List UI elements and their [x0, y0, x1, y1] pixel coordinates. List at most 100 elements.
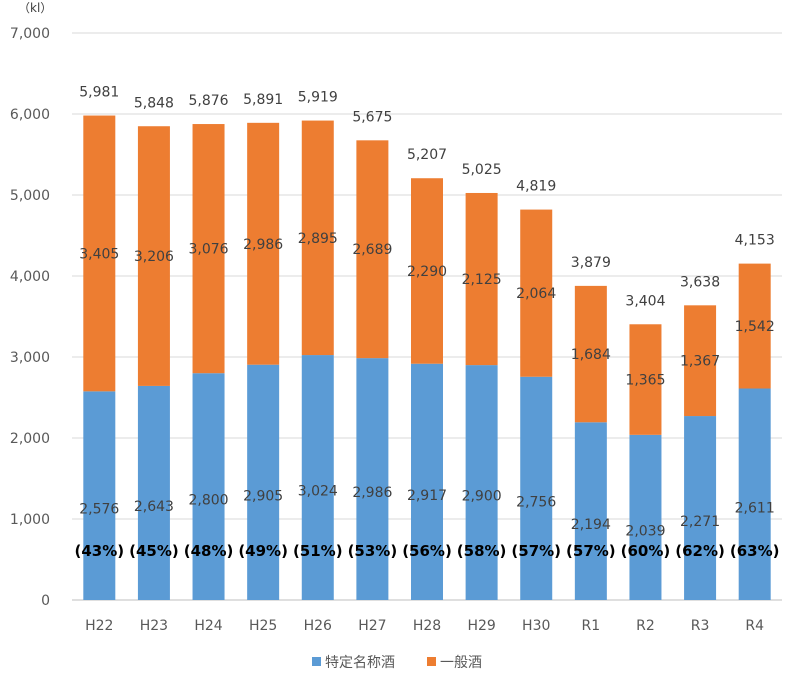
bar-tokutei-H26 [301, 355, 334, 600]
y-axis-ticks: 0 1,000 2,000 3,000 4,000 5,000 6,000 7,000 [10, 26, 50, 609]
bar-ippan-H29 [465, 192, 498, 366]
share-label: (57%) [511, 542, 561, 560]
total-label: 3,638 [680, 274, 720, 290]
x-tick-label: H28 [413, 618, 441, 634]
total-label: 5,025 [462, 162, 502, 178]
bar-ippan-H22 [83, 115, 116, 392]
value-label-tokutei: 2,611 [735, 500, 775, 516]
share-label: (51%) [293, 542, 343, 560]
y-tick-label: 3,000 [10, 350, 50, 366]
total-label: 4,153 [735, 233, 775, 249]
value-label-tokutei: 2,643 [134, 499, 174, 515]
value-label-ippan: 2,290 [407, 264, 447, 280]
share-label: (53%) [348, 542, 398, 560]
x-tick-label: R3 [691, 618, 710, 634]
value-label-tokutei: 2,900 [462, 489, 502, 505]
share-label: (43%) [74, 542, 124, 560]
value-label-ippan: 3,076 [188, 242, 228, 258]
value-label-tokutei: 2,986 [352, 485, 392, 501]
bar-ippan-H28 [411, 178, 443, 364]
value-label-ippan: 2,895 [298, 231, 338, 247]
share-label: (49%) [238, 542, 288, 560]
legend: 特定名称酒 一般酒 [312, 655, 482, 671]
y-tick-label: 5,000 [10, 188, 50, 204]
bar-ippan-H25 [247, 122, 280, 365]
bar-tokutei-R4 [738, 388, 771, 600]
x-tick-label: R1 [582, 618, 601, 634]
value-label-ippan: 2,986 [243, 237, 283, 253]
bar-tokutei-H23 [137, 385, 170, 600]
bar-ippan-R3 [684, 305, 717, 417]
value-label-ippan: 2,689 [352, 242, 392, 258]
value-label-tokutei: 2,039 [625, 523, 665, 539]
bar-ippan-H23 [137, 126, 170, 386]
y-axis-unit: （kl） [18, 1, 52, 15]
bar-tokutei-H28 [411, 363, 443, 600]
bar-tokutei-H29 [465, 365, 498, 600]
total-label: 3,879 [571, 255, 611, 271]
bar-tokutei-R2 [629, 434, 662, 600]
share-label: (63%) [730, 542, 780, 560]
value-label-ippan: 1,365 [625, 373, 665, 389]
bar-tokutei-H22 [83, 391, 116, 600]
x-tick-label: H26 [304, 618, 332, 634]
bar-tokutei-H24 [192, 373, 225, 600]
bars [83, 115, 771, 600]
value-label-tokutei: 2,917 [407, 488, 447, 504]
value-label-ippan: 1,367 [680, 354, 720, 370]
share-label: (48%) [184, 542, 234, 560]
data-labels: 2,576 3,405 5,981 (43%) 2,643 3,206 5,848 (45%)… [74, 85, 779, 560]
total-label: 4,819 [516, 179, 556, 195]
total-label: 5,919 [298, 90, 338, 106]
share-label: (57%) [566, 542, 616, 560]
value-label-ippan: 2,125 [462, 272, 502, 288]
bar-ippan-H30 [520, 209, 553, 377]
value-label-tokutei: 2,194 [571, 517, 611, 533]
x-tick-label: H25 [249, 618, 277, 634]
total-label: 5,675 [352, 109, 392, 125]
bar-ippan-R4 [738, 263, 771, 389]
total-label: 3,404 [625, 293, 665, 309]
value-label-tokutei: 2,905 [243, 488, 283, 504]
x-tick-label: R2 [636, 618, 655, 634]
value-label-ippan: 3,206 [134, 249, 174, 265]
bar-ippan-R1 [574, 285, 607, 423]
total-label: 5,981 [79, 85, 119, 101]
y-tick-label: 6,000 [10, 107, 50, 123]
legend-label-tokutei: 特定名称酒 [325, 655, 395, 671]
x-tick-label: H30 [522, 618, 550, 634]
y-tick-label: 1,000 [10, 512, 50, 528]
bar-ippan-H27 [356, 140, 389, 359]
y-tick-label: 0 [41, 593, 50, 609]
legend-label-ippan: 一般酒 [440, 655, 482, 671]
value-label-tokutei: 2,576 [79, 502, 119, 518]
x-tick-label: H24 [194, 618, 222, 634]
total-label: 5,891 [243, 92, 283, 108]
bar-ippan-H26 [301, 120, 334, 356]
x-tick-label: H22 [85, 618, 113, 634]
share-label: (60%) [621, 542, 671, 560]
value-label-ippan: 1,684 [571, 347, 611, 363]
total-label: 5,207 [407, 147, 447, 163]
value-label-tokutei: 2,800 [188, 493, 228, 509]
bar-tokutei-R1 [574, 422, 607, 600]
bar-tokutei-H30 [520, 376, 553, 600]
legend-swatch-ippan [427, 657, 436, 666]
x-tick-label: R4 [745, 618, 764, 634]
bar-ippan-R2 [629, 324, 662, 435]
value-label-ippan: 2,064 [516, 286, 556, 302]
x-tick-label: H23 [140, 618, 168, 634]
y-tick-label: 2,000 [10, 431, 50, 447]
share-label: (45%) [129, 542, 179, 560]
value-label-tokutei: 2,756 [516, 494, 556, 510]
bar-tokutei-H25 [247, 364, 280, 600]
y-tick-label: 7,000 [10, 26, 50, 42]
share-label: (58%) [457, 542, 507, 560]
value-label-tokutei: 3,024 [298, 484, 338, 500]
bar-tokutei-R3 [684, 416, 717, 600]
value-label-tokutei: 2,271 [680, 514, 720, 530]
bar-tokutei-H27 [356, 358, 389, 600]
value-label-ippan: 3,405 [79, 246, 119, 262]
bar-ippan-H24 [192, 124, 225, 374]
